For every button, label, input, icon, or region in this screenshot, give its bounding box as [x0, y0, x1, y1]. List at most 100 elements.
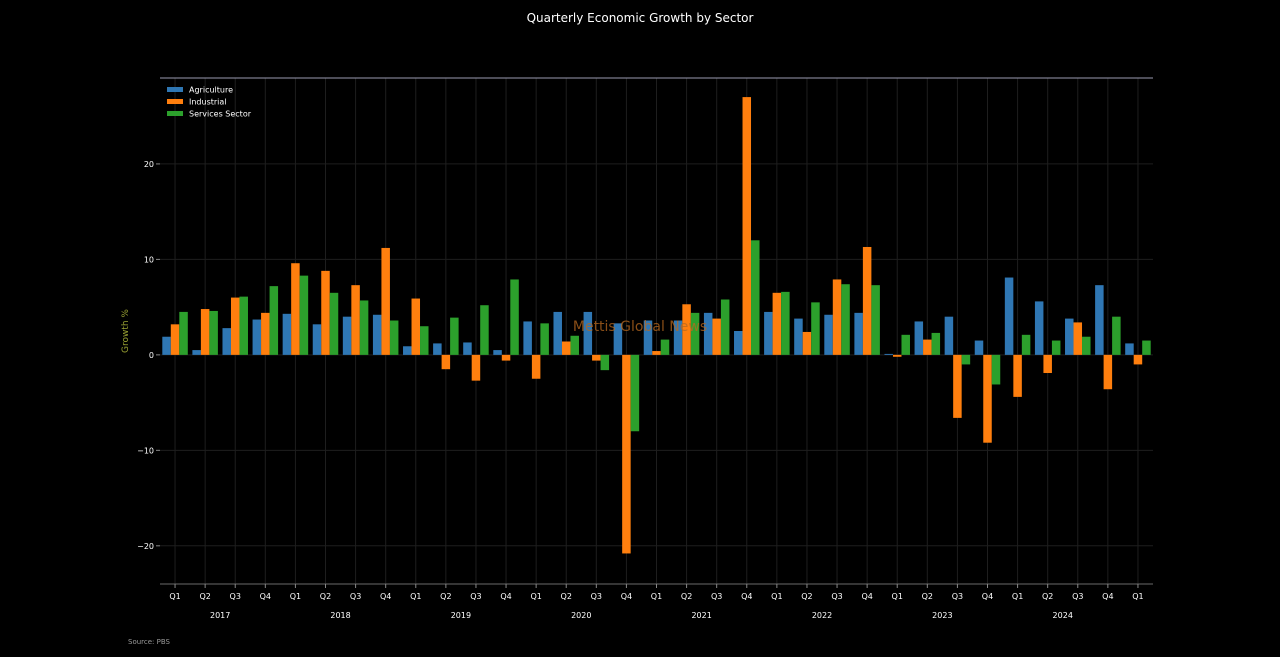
bar-services-sector [720, 299, 730, 355]
bar-services-sector [630, 354, 640, 432]
year-label: 2019 [451, 611, 471, 620]
bar-industrial [1133, 354, 1143, 365]
x-tick-label: Q3 [470, 592, 481, 601]
bar-agriculture [372, 314, 382, 355]
x-tick-label: Q1 [530, 592, 541, 601]
bar-industrial [230, 297, 240, 355]
bar-services-sector [420, 326, 429, 355]
bar-agriculture [523, 321, 532, 355]
x-tick-label: Q1 [892, 592, 903, 601]
bar-agriculture [312, 324, 322, 355]
x-tick-label: Q2 [922, 592, 933, 601]
x-tick-label: Q1 [169, 592, 180, 601]
year-label: 2018 [330, 611, 350, 620]
bar-industrial [170, 324, 180, 355]
bar-industrial [1013, 354, 1022, 397]
bar-agriculture [914, 321, 924, 355]
bar-industrial [712, 318, 721, 355]
bar-agriculture [824, 314, 833, 355]
bar-agriculture [734, 331, 743, 355]
bar-services-sector [359, 300, 369, 355]
bar-industrial [892, 354, 902, 357]
x-tick-label: Q3 [350, 592, 361, 601]
bar-agriculture [1004, 277, 1014, 355]
x-tick-label: Q2 [801, 592, 812, 601]
legend-label: Services Sector [189, 110, 252, 119]
bar-services-sector [660, 339, 670, 355]
bar-agriculture [1034, 301, 1044, 355]
x-tick-label: Q4 [621, 592, 632, 601]
bar-agriculture [553, 311, 562, 355]
bar-services-sector [781, 291, 790, 355]
bar-industrial [983, 354, 992, 443]
bar-services-sector [269, 286, 279, 355]
x-axis-year-labels: 2017 2018 2019 2020 2021 2022 2023 2024 [210, 611, 1073, 620]
year-label: 2021 [691, 611, 711, 620]
y-axis: −20 −10 0 10 20 [137, 160, 160, 551]
year-label: 2024 [1053, 611, 1073, 620]
bar-services-sector [299, 275, 309, 355]
bar-industrial [923, 339, 932, 355]
y-tick-label: −20 [137, 542, 154, 551]
bar-industrial [501, 354, 511, 361]
x-tick-label: Q2 [320, 592, 331, 601]
x-tick-label: Q4 [380, 592, 391, 601]
x-tick-label: Q1 [290, 592, 301, 601]
x-tick-label: Q4 [500, 592, 511, 601]
bar-industrial [622, 354, 631, 554]
bar-agriculture [974, 340, 984, 355]
bar-services-sector [570, 335, 579, 355]
bar-industrial [321, 270, 330, 355]
x-tick-label: Q4 [741, 592, 752, 601]
y-axis-label: Growth % [121, 309, 131, 353]
bar-agriculture [1095, 285, 1104, 355]
x-tick-label: Q1 [410, 592, 421, 601]
bar-agriculture [222, 328, 231, 355]
bar-industrial [531, 354, 541, 379]
bar-services-sector [510, 279, 519, 355]
bar-services-sector [480, 305, 489, 355]
x-tick-label: Q2 [1042, 592, 1053, 601]
x-tick-label: Q2 [561, 592, 572, 601]
bar-agriculture [1125, 343, 1134, 355]
bar-industrial [682, 304, 691, 355]
bar-services-sector [209, 310, 218, 355]
bar-agriculture [764, 311, 773, 355]
bar-industrial [381, 247, 390, 355]
bar-agriculture [673, 320, 683, 355]
bar-services-sector [389, 320, 399, 355]
source-note: Source: PBS [128, 638, 171, 646]
bar-industrial [351, 285, 360, 355]
bar-services-sector [540, 323, 549, 355]
x-tick-label: Q3 [952, 592, 963, 601]
bar-industrial [561, 341, 571, 355]
bar-services-sector [179, 311, 188, 355]
bar-services-sector [841, 284, 850, 355]
bar-agriculture [403, 346, 412, 355]
bars [162, 97, 1151, 554]
bar-services-sector [329, 292, 339, 355]
x-tick-label: Q1 [771, 592, 782, 601]
x-tick-label: Q4 [982, 592, 993, 601]
bar-industrial [1103, 354, 1113, 390]
bar-services-sector [811, 302, 820, 355]
year-label: 2023 [932, 611, 952, 620]
bar-agriculture [944, 316, 954, 355]
year-label: 2020 [571, 611, 591, 620]
chart-title: Quarterly Economic Growth by Sector [527, 11, 754, 25]
x-tick-label: Q4 [260, 592, 271, 601]
bar-agriculture [493, 350, 502, 355]
y-tick-label: 20 [144, 160, 154, 169]
bar-agriculture [433, 343, 442, 355]
x-tick-label: Q1 [1132, 592, 1143, 601]
bar-services-sector [1021, 334, 1031, 355]
bar-industrial [471, 354, 481, 381]
bar-services-sector [901, 334, 910, 355]
bar-industrial [953, 354, 962, 418]
bar-industrial [1043, 354, 1052, 374]
bar-agriculture [282, 313, 292, 355]
bar-services-sector [690, 312, 700, 355]
bar-industrial [291, 263, 300, 355]
bar-agriculture [854, 312, 863, 355]
